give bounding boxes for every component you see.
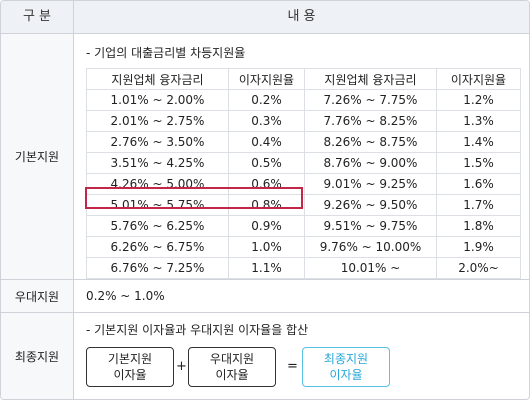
column-header: 이자지원율	[228, 68, 305, 90]
rate-cell: 0.4%	[228, 131, 305, 153]
box-line: 우대지원	[209, 352, 255, 366]
box-line: 이자율	[329, 368, 363, 382]
preferential-support-label: 우대지원	[1, 280, 74, 312]
final-support-note: - 기본지원 이자율과 우대지원 이자율을 합산	[86, 323, 309, 337]
header-content: 내 용	[287, 9, 316, 24]
final-support-label: 최종지원	[1, 313, 74, 399]
rate-cell: 1.2%	[436, 89, 521, 111]
rate-cell: 1.4%	[436, 131, 521, 153]
rate-table: 지원업체 융자금리 이자지원율 지원업체 융자금리 이자지원율 1.01% ~ …	[86, 68, 521, 279]
rate-cell: 1.6%	[436, 173, 521, 195]
rate-cell: 8.26% ~ 8.75%	[304, 131, 437, 153]
rate-cell: 2.76% ~ 3.50%	[86, 131, 229, 153]
basic-support-note: - 기업의 대출금리별 차등지원율	[86, 46, 246, 60]
rate-cell: 1.01% ~ 2.00%	[86, 89, 229, 111]
final-support-section: 최종지원 - 기본지원 이자율과 우대지원 이자율을 합산 기본지원 이자율 +…	[1, 313, 529, 399]
box-line: 이자율	[113, 368, 147, 382]
rate-cell: 0.3%	[228, 110, 305, 132]
rate-cell: 3.51% ~ 4.25%	[86, 152, 229, 174]
rate-table-row: 5.76% ~ 6.25% 0.9% 9.51% ~ 9.75% 1.8%	[86, 215, 521, 237]
rate-table-row: 2.01% ~ 2.75% 0.3% 7.76% ~ 8.25% 1.3%	[86, 110, 521, 132]
column-header: 지원업체 융자금리	[304, 68, 437, 90]
rate-table-row: 1.01% ~ 2.00% 0.2% 7.26% ~ 7.75% 1.2%	[86, 89, 521, 111]
rate-cell: 10.01% ~	[304, 257, 437, 279]
rate-cell: 2.01% ~ 2.75%	[86, 110, 229, 132]
rate-table-row: 3.51% ~ 4.25% 0.5% 8.76% ~ 9.00% 1.5%	[86, 152, 521, 174]
rate-cell: 9.01% ~ 9.25%	[304, 173, 437, 195]
equals-sign: =	[287, 359, 298, 374]
rate-cell: 1.3%	[436, 110, 521, 132]
rate-cell: 9.76% ~ 10.00%	[304, 236, 437, 258]
box-line: 최종지원	[323, 352, 369, 366]
basic-support-content: - 기업의 대출금리별 차등지원율 지원업체 융자금리 이자지원율 지원업체 융…	[74, 34, 529, 279]
basic-support-section: 기본지원 - 기업의 대출금리별 차등지원율 지원업체 융자금리 이자지원율 지…	[1, 34, 529, 280]
rate-table-row: 6.26% ~ 6.75% 1.0% 9.76% ~ 10.00% 1.9%	[86, 236, 521, 258]
box-line: 기본지원	[107, 352, 153, 366]
final-support-content: - 기본지원 이자율과 우대지원 이자율을 합산 기본지원 이자율 + 우대지원…	[74, 313, 529, 399]
column-header: 이자지원율	[436, 68, 521, 90]
rate-cell: 7.26% ~ 7.75%	[304, 89, 437, 111]
final-rate-box: 최종지원 이자율	[302, 347, 390, 387]
rate-cell: 7.76% ~ 8.25%	[304, 110, 437, 132]
rate-cell: 8.76% ~ 9.00%	[304, 152, 437, 174]
preferential-support-content: 0.2% ~ 1.0%	[74, 280, 529, 312]
preferential-rate-box: 우대지원 이자율	[188, 347, 276, 387]
rate-table-row: 2.76% ~ 3.50% 0.4% 8.26% ~ 8.75% 1.4%	[86, 131, 521, 153]
rate-cell: 0.2%	[228, 89, 305, 111]
header-category: 구 분	[1, 1, 74, 33]
rate-table-header-row: 지원업체 융자금리 이자지원율 지원업체 융자금리 이자지원율	[86, 68, 521, 90]
rate-cell: 1.5%	[436, 152, 521, 174]
preferential-support-section: 우대지원 0.2% ~ 1.0%	[1, 280, 529, 313]
box-line: 이자율	[215, 368, 249, 382]
basic-rate-box: 기본지원 이자율	[86, 347, 174, 387]
column-header: 지원업체 융자금리	[86, 68, 229, 90]
rate-cell: 1.7%	[436, 194, 521, 216]
basic-support-label: 기본지원	[1, 34, 74, 279]
preferential-support-value: 0.2% ~ 1.0%	[86, 289, 165, 303]
rate-cell: 1.9%	[436, 236, 521, 258]
rate-cell: 6.26% ~ 6.75%	[86, 236, 229, 258]
rate-cell: 9.26% ~ 9.50%	[304, 194, 437, 216]
table-header: 구 분 내 용	[1, 1, 529, 34]
rate-cell: 1.8%	[436, 215, 521, 237]
rate-cell: 9.51% ~ 9.75%	[304, 215, 437, 237]
rate-cell: 0.5%	[228, 152, 305, 174]
highlighted-row-box	[85, 187, 303, 209]
rate-cell: 6.76% ~ 7.25%	[86, 257, 229, 279]
rate-cell: 1.0%	[228, 236, 305, 258]
rate-table-row: 6.76% ~ 7.25% 1.1% 10.01% ~2.0%~	[86, 257, 521, 279]
rate-cell: 2.0%~	[436, 257, 521, 279]
rate-cell: 5.76% ~ 6.25%	[86, 215, 229, 237]
plus-sign: +	[176, 359, 187, 374]
rate-cell: 1.1%	[228, 257, 305, 279]
rate-cell: 0.9%	[228, 215, 305, 237]
